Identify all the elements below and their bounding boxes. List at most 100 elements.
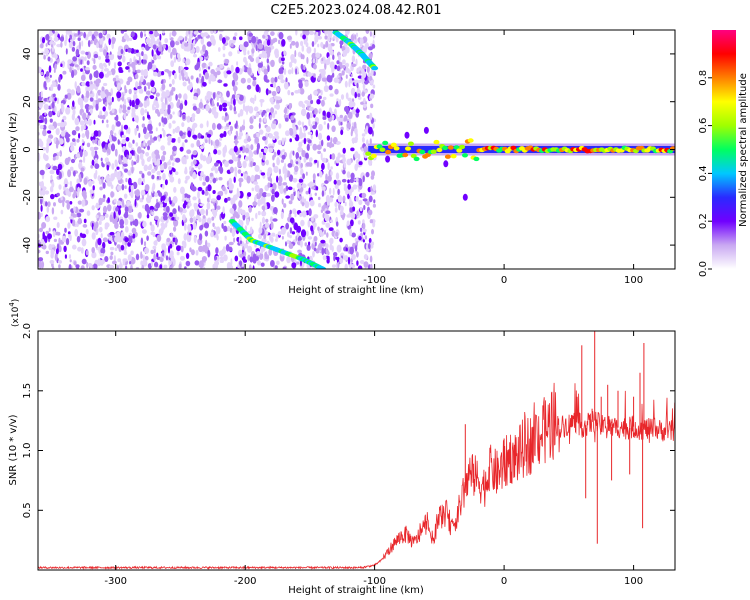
heatmap-cell — [198, 245, 204, 253]
heatmap-cell — [135, 142, 139, 147]
heatmap-cell — [367, 186, 372, 193]
heatmap-cell — [315, 52, 321, 59]
heatmap-cell — [139, 102, 143, 107]
heatmap-cell — [189, 81, 193, 90]
heatmap-cell — [350, 212, 356, 220]
heatmap-cell — [237, 49, 240, 55]
heatmap-cell — [118, 208, 121, 216]
heatmap-cell — [112, 77, 117, 82]
heatmap-cell — [355, 108, 360, 114]
heatmap-cell — [184, 169, 188, 175]
heatmap-cell — [73, 170, 76, 177]
heatmap-cell — [207, 95, 210, 99]
heatmap-cell — [307, 139, 312, 144]
heatmap-cell — [41, 222, 47, 229]
heatmap-cell — [110, 191, 114, 198]
heatmap-cell — [170, 232, 173, 237]
heatmap-cell — [127, 76, 133, 83]
heatmap-cell — [320, 41, 324, 48]
heatmap-cell — [163, 264, 168, 269]
heatmap-cell — [266, 39, 271, 46]
heatmap-cell — [95, 103, 99, 111]
heatmap-cell — [210, 30, 214, 35]
heatmap-cell — [313, 47, 317, 54]
heatmap-cell — [51, 101, 55, 109]
heatmap-cell — [305, 162, 311, 167]
heatmap-cell — [114, 148, 118, 157]
heatmap-cell — [184, 223, 187, 231]
heatmap-cell — [121, 38, 126, 43]
carrier-mark — [436, 147, 443, 153]
heatmap-cell — [269, 97, 274, 103]
heatmap-cell — [324, 214, 330, 222]
heatmap-cell — [236, 187, 239, 194]
heatmap-cell — [188, 30, 191, 35]
heatmap-cell — [163, 117, 168, 125]
heatmap-cell — [140, 143, 145, 148]
heatmap-cell — [76, 138, 80, 143]
heatmap-cell — [244, 212, 250, 217]
heatmap-cell — [314, 159, 318, 163]
heatmap-cell — [268, 133, 273, 139]
snr-x-axis-label: Height of straight line (km) — [288, 585, 424, 596]
heatmap-cell — [239, 146, 243, 151]
heatmap-cell — [331, 125, 336, 133]
heatmap-cell — [252, 76, 257, 81]
heatmap-cell — [218, 30, 224, 33]
heatmap-cell — [185, 252, 190, 259]
heatmap-cell — [336, 179, 342, 186]
heatmap-cell — [263, 233, 267, 240]
heatmap-cell — [109, 255, 113, 260]
heatmap-cell — [228, 121, 231, 126]
heatmap-cell — [81, 133, 86, 139]
heatmap-cell — [210, 167, 214, 172]
heatmap-cell — [202, 142, 205, 146]
heatmap-cell — [72, 56, 77, 62]
heatmap-cell — [48, 227, 51, 232]
heatmap-cell — [356, 67, 360, 73]
heatmap-cell — [232, 72, 238, 80]
heatmap-cell — [214, 162, 219, 167]
heatmap-cell — [159, 163, 164, 171]
heatmap-cell — [235, 66, 240, 74]
heatmap-cell — [113, 198, 117, 203]
heatmap-cell — [104, 64, 107, 68]
heatmap-cell — [297, 89, 301, 94]
heatmap-cell — [138, 80, 142, 87]
heatmap-cell — [327, 256, 330, 261]
heatmap-cell — [85, 51, 89, 56]
heatmap-cell — [362, 71, 367, 79]
heatmap-cell — [176, 53, 181, 59]
heatmap-cell — [191, 154, 194, 160]
heatmap-cell — [270, 236, 274, 243]
heatmap-cell — [203, 222, 210, 229]
heatmap-cell — [297, 121, 302, 126]
heatmap-cell — [202, 215, 206, 219]
heatmap-cell — [337, 195, 343, 203]
heatmap-cell — [146, 90, 151, 96]
heatmap-cell — [155, 92, 160, 97]
heatmap-cell — [38, 239, 41, 244]
heatmap-cell — [361, 133, 366, 137]
heatmap-cell — [208, 91, 213, 96]
heatmap-cell — [136, 51, 141, 57]
heatmap-cell — [325, 222, 331, 228]
heatmap-cell — [182, 58, 185, 63]
heatmap-cell — [161, 155, 166, 162]
heatmap-cell — [114, 159, 118, 166]
heatmap-cell — [153, 136, 158, 141]
heatmap-cell — [345, 247, 348, 252]
heatmap-cell — [309, 106, 314, 111]
heatmap-cell — [164, 97, 167, 105]
heatmap-cell — [129, 99, 132, 107]
heatmap-cell — [273, 165, 279, 174]
heatmap-cell — [177, 178, 181, 185]
heatmap-cell — [342, 195, 346, 202]
heatmap-cell — [272, 136, 276, 141]
heatmap-cell — [51, 44, 53, 48]
heatmap-cell — [52, 93, 56, 98]
heatmap-cell — [169, 252, 172, 258]
heatmap-cell — [324, 229, 326, 235]
heatmap-cell — [170, 89, 173, 94]
heatmap-cell — [40, 180, 44, 189]
